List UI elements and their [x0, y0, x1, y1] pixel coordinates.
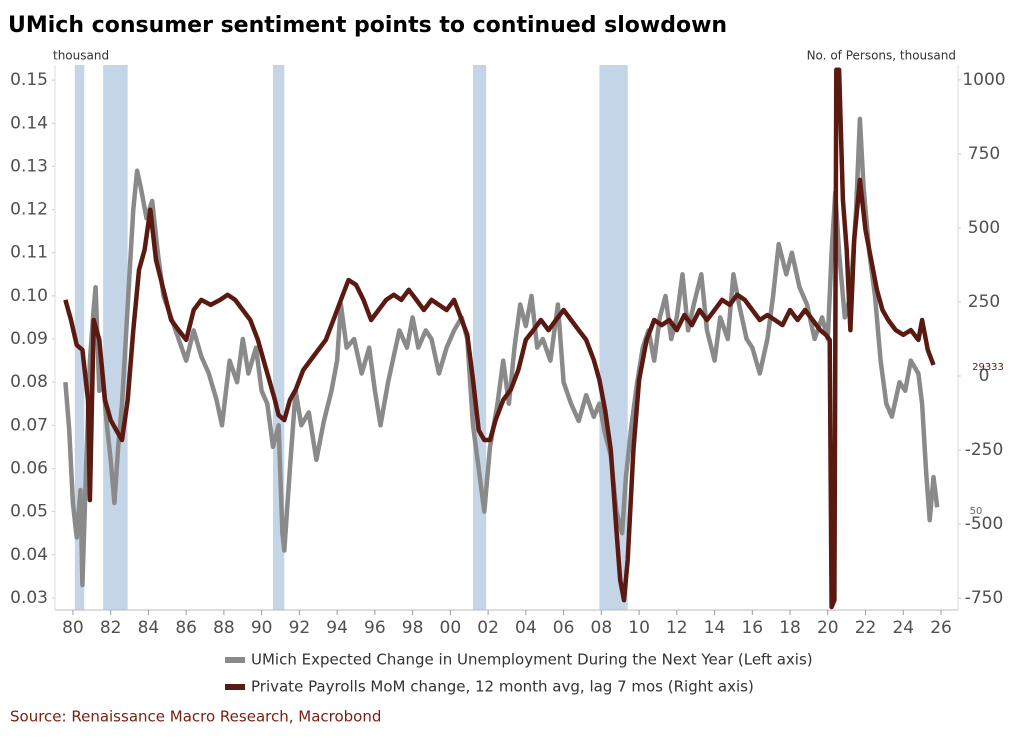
y-axis-label: thousand	[53, 49, 109, 63]
x-tick-label: 94	[326, 618, 348, 638]
y-tick-label: 0.08	[10, 372, 48, 392]
legend-label: UMich Expected Change in Unemployment Du…	[251, 651, 813, 669]
y-tick-label: 0.12	[10, 200, 48, 220]
y-tick-label: 0.14	[10, 113, 48, 133]
x-tick-label: 06	[553, 618, 575, 638]
y2-tick-label: 750	[968, 144, 1000, 164]
x-tick-label: 84	[138, 618, 160, 638]
y2-tick-label: -750	[965, 588, 1004, 608]
x-tick-label: 26	[930, 618, 952, 638]
source: Source: Renaissance Macro Research, Macr…	[10, 708, 381, 726]
x-tick-label: 88	[213, 618, 235, 638]
series-line	[63, 116, 940, 588]
y-tick-label: 0.04	[10, 545, 48, 565]
x-tick-label: 16	[741, 618, 763, 638]
y-tick-label: 0.11	[10, 243, 48, 263]
recession-band	[272, 65, 285, 610]
x-tick-label: 96	[364, 618, 386, 638]
y2-tick-label: 500	[968, 218, 1000, 238]
y2-tick-label: 250	[968, 292, 1000, 312]
x-tick-label: 04	[515, 618, 537, 638]
series-line	[63, 67, 936, 610]
x-tick-label: 14	[704, 618, 726, 638]
recession-band	[473, 65, 487, 610]
y2-axis-label: No. of Persons, thousand	[807, 49, 956, 63]
x-tick-label: 12	[666, 618, 688, 638]
x-tick-label: 00	[440, 618, 462, 638]
y2-tick-label: -500	[965, 514, 1004, 534]
x-tick-label: 92	[289, 618, 311, 638]
recession-band	[74, 65, 85, 610]
y2-tick-label: 1000	[962, 70, 1005, 90]
x-tick-label: 10	[628, 618, 650, 638]
x-tick-label: 22	[855, 618, 877, 638]
x-tick-label: 18	[779, 618, 801, 638]
y-tick-label: 0.03	[10, 588, 48, 608]
legend-label: Private Payrolls MoM change, 12 month av…	[251, 678, 754, 696]
x-tick-label: 02	[477, 618, 499, 638]
y-tick-label: 0.09	[10, 329, 48, 349]
y-tick-label: 0.13	[10, 156, 48, 176]
y-tick-label: 0.07	[10, 415, 48, 435]
x-tick-label: 82	[100, 618, 122, 638]
x-tick-label: 98	[402, 618, 424, 638]
y-tick-label: 0.15	[10, 70, 48, 90]
recession-band	[103, 65, 128, 610]
x-tick-label: 80	[62, 618, 84, 638]
x-tick-label: 90	[251, 618, 273, 638]
annotation: 50	[970, 506, 983, 517]
y-tick-label: 0.05	[10, 502, 48, 522]
x-tick-label: 86	[175, 618, 197, 638]
y2-tick-label: 0	[979, 366, 990, 386]
y2-tick-label: -250	[965, 440, 1004, 460]
y-tick-label: 0.10	[10, 286, 48, 306]
y-tick-label: 0.06	[10, 458, 48, 478]
x-tick-label: 20	[817, 618, 839, 638]
chart-title: UMich consumer sentiment points to conti…	[8, 13, 727, 38]
annotation: 29333	[972, 362, 1004, 373]
x-tick-label: 08	[591, 618, 613, 638]
x-tick-label: 24	[892, 618, 914, 638]
